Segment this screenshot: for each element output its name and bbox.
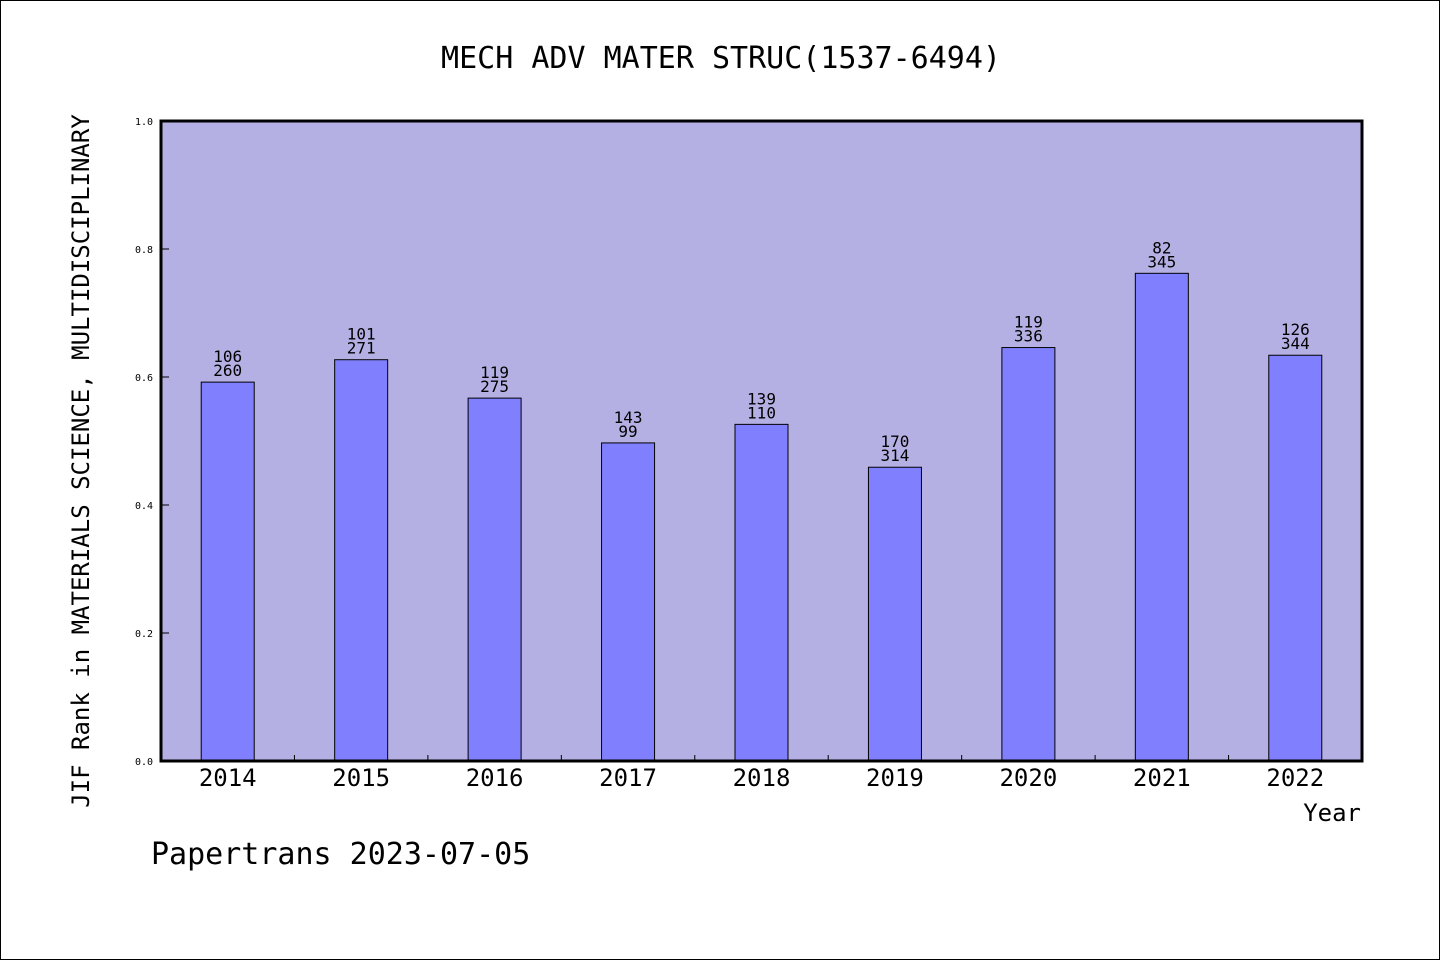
x-tick-label-2015: 2015 bbox=[332, 764, 390, 792]
x-tick-label-2016: 2016 bbox=[466, 764, 524, 792]
x-tick-label-2014: 2014 bbox=[199, 764, 257, 792]
bar-label-top-2019: 170 bbox=[880, 432, 909, 451]
bar-label-top-2018: 139 bbox=[747, 389, 776, 408]
bar-2015 bbox=[334, 359, 389, 762]
bar-labels-group: 1062601012711192751439913911017031411933… bbox=[213, 238, 1309, 465]
y-tick-label: 0.8 bbox=[135, 245, 153, 256]
x-tick-label-2022: 2022 bbox=[1266, 764, 1324, 792]
bar-2017 bbox=[601, 442, 656, 762]
y-tick-label: 0.4 bbox=[135, 501, 153, 512]
bar-2022 bbox=[1268, 354, 1323, 762]
bar-label-top-2021: 82 bbox=[1152, 238, 1171, 257]
bar-label-bottom-2019: 314 bbox=[880, 446, 909, 465]
bar-label-top-2014: 106 bbox=[213, 347, 242, 366]
bar-2020 bbox=[1001, 347, 1056, 762]
bar-label-top-2022: 126 bbox=[1281, 320, 1310, 339]
y-axis-label: JIF Rank in MATERIALS SCIENCE, MULTIDISC… bbox=[67, 114, 95, 808]
x-tick-label-2017: 2017 bbox=[599, 764, 657, 792]
bar-label-bottom-2020: 336 bbox=[1014, 327, 1043, 346]
y-tick-label: 0.2 bbox=[135, 629, 153, 640]
x-tick-label-2020: 2020 bbox=[999, 764, 1057, 792]
bar-label-bottom-2015: 271 bbox=[347, 339, 376, 358]
bar-label-top-2020: 119 bbox=[1014, 313, 1043, 332]
y-tick-label: 0.6 bbox=[135, 373, 153, 384]
bar-label-bottom-2017: 99 bbox=[618, 422, 637, 441]
bar-2019 bbox=[867, 466, 922, 762]
bar-label-bottom-2021: 345 bbox=[1147, 252, 1176, 271]
x-tick-label-2018: 2018 bbox=[733, 764, 791, 792]
bar-2014 bbox=[200, 381, 255, 762]
bars-group bbox=[200, 272, 1323, 762]
bar-2016 bbox=[467, 397, 522, 762]
bar-2021 bbox=[1134, 272, 1189, 762]
bar-label-bottom-2018: 110 bbox=[747, 403, 776, 422]
y-tick-label: 1.0 bbox=[135, 117, 153, 128]
bar-label-bottom-2016: 275 bbox=[480, 377, 509, 396]
footer-credit: Papertrans 2023-07-05 bbox=[151, 837, 530, 872]
x-ticks-group: 2014 2015 2016 2017 2018 2019 2020 2021 2022 bbox=[199, 755, 1324, 792]
x-tick-label-2021: 2021 bbox=[1133, 764, 1191, 792]
bar-label-top-2017: 143 bbox=[614, 408, 643, 427]
x-tick-label-2019: 2019 bbox=[866, 764, 924, 792]
y-tick-label: 0.0 bbox=[135, 757, 153, 768]
bar-label-bottom-2014: 260 bbox=[213, 361, 242, 380]
bar-label-bottom-2022: 344 bbox=[1281, 334, 1310, 353]
chart-title: MECH ADV MATER STRUC(1537-6494) bbox=[441, 41, 1001, 76]
bar-label-top-2016: 119 bbox=[480, 363, 509, 382]
bar-label-top-2015: 101 bbox=[347, 325, 376, 344]
plot-border bbox=[159, 119, 1364, 763]
bar-2018 bbox=[734, 423, 789, 762]
x-axis-label: Year bbox=[1303, 799, 1361, 827]
